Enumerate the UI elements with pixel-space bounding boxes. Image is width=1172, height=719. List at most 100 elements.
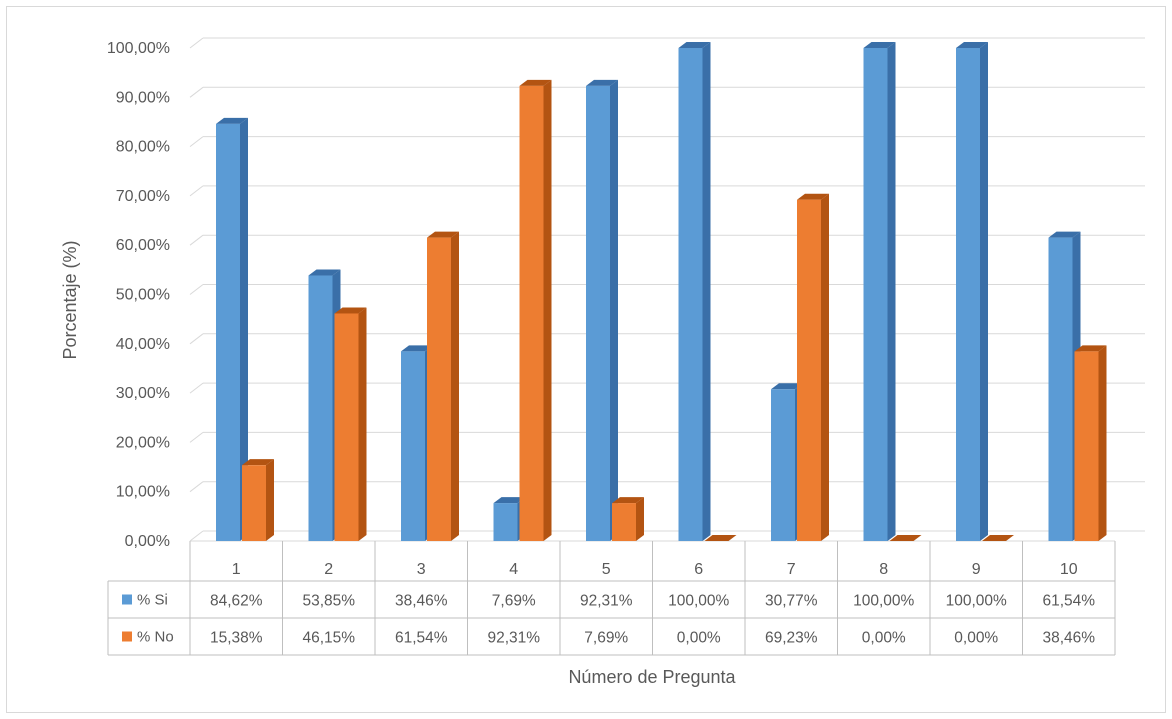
- y-axis-ticks: 0,00% 10,00% 20,00% 30,00% 40,00% 50,00% 60,00…: [107, 40, 170, 550]
- bar-si-5: [586, 79, 618, 542]
- data-table: 1 2 3 4 5 6 7 8 9 10 % Si 84,62% 53,85% 38,46% 7,69% 92…: [107, 541, 1116, 656]
- bar-side: [240, 117, 248, 542]
- bar-no-10: [1074, 345, 1107, 541]
- data-label: 0,00%: [862, 630, 906, 647]
- bar-front: [586, 85, 610, 542]
- bar-top: [1074, 345, 1107, 352]
- bar-front: [1074, 351, 1099, 541]
- bar-side: [610, 79, 618, 542]
- bar-top: [1048, 231, 1081, 238]
- bar-si-1: [216, 117, 248, 542]
- bar-top: [704, 535, 737, 541]
- bar-front: [427, 237, 451, 542]
- data-label: 38,46%: [395, 593, 448, 610]
- bar-top: [797, 193, 829, 200]
- bar-top: [889, 535, 922, 541]
- y-tick-label: 0,00%: [125, 533, 170, 550]
- y-axis-title: Porcentaje (%): [60, 240, 80, 359]
- legend-swatch: [122, 631, 132, 642]
- x-tick-label: 4: [509, 561, 518, 578]
- bar-side: [543, 79, 552, 542]
- y-tick-label: 100,00%: [107, 40, 170, 57]
- x-axis-title: Número de Pregunta: [568, 667, 736, 687]
- bar-side: [980, 42, 988, 541]
- gridline-depth: [189, 333, 204, 345]
- bar-side: [358, 307, 367, 541]
- gridline-depth: [189, 185, 204, 197]
- x-tick-label: 9: [972, 561, 981, 578]
- bar-top: [242, 459, 274, 466]
- x-tick-label: 3: [417, 561, 426, 578]
- y-tick-label: 10,00%: [116, 484, 170, 501]
- data-label: 100,00%: [946, 593, 1007, 610]
- bar-si-9: [956, 42, 988, 541]
- bar-side: [636, 497, 644, 541]
- bar-front: [308, 275, 333, 541]
- bar-side: [1098, 345, 1107, 541]
- bar-side: [887, 42, 896, 541]
- bar-front: [771, 389, 795, 541]
- bar-no-8: [889, 535, 922, 541]
- data-label: 53,85%: [302, 593, 355, 610]
- legend-label: % Si: [137, 592, 168, 609]
- bar-no-2: [334, 307, 367, 541]
- bar-no-5: [612, 497, 644, 541]
- data-label: 7,69%: [492, 593, 536, 610]
- bar-front: [956, 48, 980, 541]
- bar-front: [493, 503, 518, 541]
- bar-front: [334, 313, 359, 541]
- x-tick-label: 8: [879, 561, 888, 578]
- bar-top: [612, 497, 644, 504]
- gridline-depth: [189, 432, 204, 443]
- bar-front: [612, 503, 636, 541]
- y-tick-label: 70,00%: [116, 188, 170, 205]
- data-label: 100,00%: [668, 593, 729, 610]
- bar-top: [334, 307, 367, 314]
- x-tick-label: 10: [1060, 561, 1078, 578]
- y-tick-label: 80,00%: [116, 139, 170, 156]
- data-label: 69,23%: [765, 630, 818, 647]
- data-label: 30,77%: [765, 593, 818, 610]
- gridline-depth: [189, 530, 204, 542]
- bar-top: [771, 383, 803, 390]
- data-label: 92,31%: [487, 630, 540, 647]
- legend-label: % No: [137, 629, 174, 646]
- data-label: 46,15%: [302, 630, 355, 647]
- bar-front: [678, 48, 703, 541]
- data-label: 0,00%: [677, 630, 721, 647]
- bar-side: [451, 231, 459, 542]
- data-label: 0,00%: [954, 630, 998, 647]
- bar-side: [821, 193, 829, 541]
- data-label: 38,46%: [1042, 630, 1095, 647]
- y-tick-label: 20,00%: [116, 434, 170, 451]
- bar-top: [982, 535, 1014, 541]
- bar-front: [242, 465, 266, 541]
- bar-top: [519, 79, 552, 86]
- y-tick-label: 30,00%: [116, 385, 170, 402]
- data-label: 7,69%: [584, 630, 628, 647]
- bar-front: [216, 123, 240, 542]
- bar-top: [863, 42, 896, 48]
- gridline-depth: [189, 382, 204, 394]
- bar-front: [519, 85, 544, 542]
- bar-top: [308, 269, 341, 276]
- bar-side: [702, 42, 711, 541]
- data-label: 100,00%: [853, 593, 914, 610]
- bar-no-4: [519, 79, 552, 542]
- y-tick-label: 50,00%: [116, 287, 170, 304]
- bar-top: [427, 231, 459, 238]
- y-tick-label: 40,00%: [116, 336, 170, 353]
- bar-top: [678, 42, 711, 48]
- bar-top: [956, 42, 988, 48]
- bar-no-9: [982, 535, 1014, 541]
- data-label: 61,54%: [1042, 593, 1095, 610]
- bar-no-6: [704, 535, 737, 541]
- data-label: 15,38%: [210, 630, 263, 647]
- gridline-depth: [189, 136, 204, 147]
- bars: [216, 42, 1107, 542]
- bar-top: [493, 497, 526, 504]
- y-tick-label: 60,00%: [116, 237, 170, 254]
- chart-frame: [6, 6, 1166, 713]
- gridline-depth: [189, 37, 204, 49]
